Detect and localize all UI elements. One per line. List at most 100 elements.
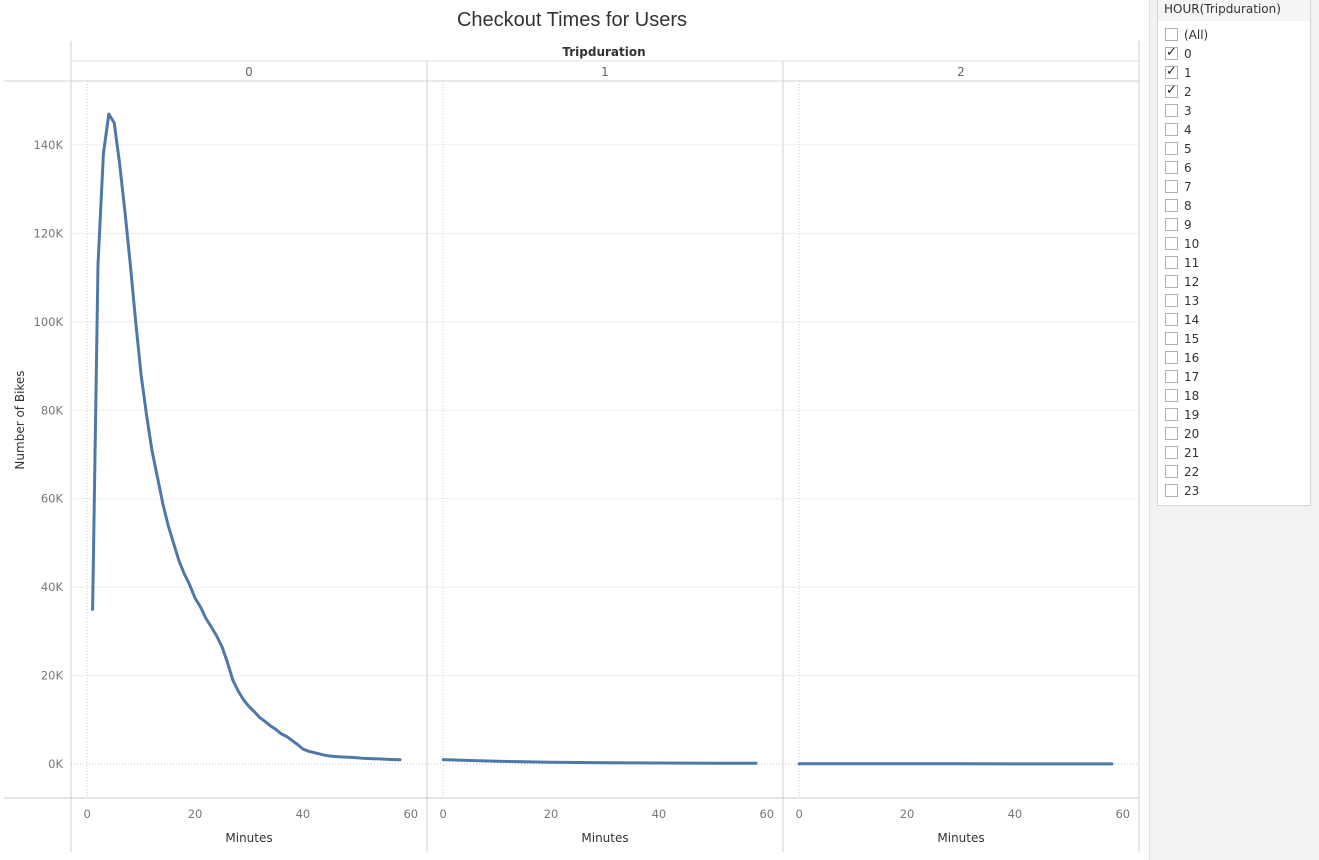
- filter-item[interactable]: 21: [1158, 443, 1310, 462]
- checkbox[interactable]: [1165, 104, 1178, 117]
- filter-list: (All)01234567891011121314151617181920212…: [1158, 25, 1310, 500]
- y-tick-label: 140K: [34, 138, 64, 152]
- filter-item-label: 5: [1184, 141, 1192, 156]
- gridlines: [71, 144, 1139, 765]
- checkbox[interactable]: [1165, 370, 1178, 383]
- filter-item-label: 9: [1184, 217, 1192, 232]
- x-axis-title: Minutes: [581, 831, 628, 845]
- filter-item[interactable]: 9: [1158, 215, 1310, 234]
- checkbox[interactable]: [1165, 465, 1178, 478]
- y-axis-title: Number of Bikes: [13, 370, 27, 469]
- filter-item[interactable]: 14: [1158, 310, 1310, 329]
- filter-item[interactable]: 4: [1158, 120, 1310, 139]
- filter-item[interactable]: 15: [1158, 329, 1310, 348]
- filter-item-label: 18: [1184, 388, 1200, 403]
- filter-item[interactable]: 8: [1158, 196, 1310, 215]
- filter-item-label: 11: [1184, 255, 1200, 270]
- filter-item-label: 19: [1184, 407, 1200, 422]
- checkbox[interactable]: [1165, 237, 1178, 250]
- filter-item[interactable]: 18: [1158, 386, 1310, 405]
- hour-filter: HOUR(Tripduration) (All)0123456789101112…: [1157, 0, 1311, 506]
- y-tick-label: 20K: [41, 669, 64, 683]
- panel-header-label: 0: [245, 65, 253, 79]
- checkbox[interactable]: [1165, 161, 1178, 174]
- filter-item[interactable]: 11: [1158, 253, 1310, 272]
- filter-item-label: 8: [1184, 198, 1192, 213]
- line-chart: Checkout Times for Users Tripduration Nu…: [4, 9, 1140, 852]
- filter-item-label: 2: [1184, 84, 1192, 99]
- filter-item[interactable]: 1: [1158, 63, 1310, 82]
- checkbox[interactable]: [1165, 484, 1178, 497]
- checkbox[interactable]: [1165, 28, 1178, 41]
- checkbox[interactable]: [1165, 64, 1178, 79]
- checkbox[interactable]: [1165, 332, 1178, 345]
- x-tick-label: 20: [188, 807, 203, 821]
- filter-item-label: 20: [1184, 426, 1200, 441]
- checkbox[interactable]: [1165, 123, 1178, 136]
- filter-item-label: 16: [1184, 350, 1200, 365]
- filter-item[interactable]: 13: [1158, 291, 1310, 310]
- panel-1: 1 0 20 40 60 Minutes: [440, 65, 775, 845]
- filter-item[interactable]: 3: [1158, 101, 1310, 120]
- x-tick-label: 0: [84, 807, 91, 821]
- checkbox[interactable]: [1165, 446, 1178, 459]
- filter-item-label: 4: [1184, 122, 1192, 137]
- checkbox[interactable]: [1165, 142, 1178, 155]
- filter-item[interactable]: 7: [1158, 177, 1310, 196]
- checkbox[interactable]: [1165, 218, 1178, 231]
- filter-item[interactable]: 2: [1158, 82, 1310, 101]
- y-tick-label: 100K: [34, 315, 64, 329]
- filter-item[interactable]: 20: [1158, 424, 1310, 443]
- filter-item[interactable]: 10: [1158, 234, 1310, 253]
- checkbox[interactable]: [1165, 294, 1178, 307]
- checkbox[interactable]: [1165, 408, 1178, 421]
- filter-item-label: 3: [1184, 103, 1192, 118]
- filter-item-label: (All): [1184, 27, 1209, 42]
- x-tick-label: 0: [440, 807, 447, 821]
- checkbox[interactable]: [1165, 256, 1178, 269]
- y-tick-label: 80K: [41, 403, 64, 417]
- filter-item[interactable]: 0: [1158, 44, 1310, 63]
- x-tick-label: 40: [296, 807, 311, 821]
- checkbox[interactable]: [1165, 351, 1178, 364]
- filter-item[interactable]: 5: [1158, 139, 1310, 158]
- filter-item-label: 1: [1184, 65, 1192, 80]
- checkbox[interactable]: [1165, 313, 1178, 326]
- filter-item-label: 21: [1184, 445, 1200, 460]
- x-tick-label: 40: [652, 807, 667, 821]
- checkbox[interactable]: [1165, 389, 1178, 402]
- filter-item-label: 6: [1184, 160, 1192, 175]
- series-line-1[interactable]: [441, 758, 758, 765]
- filter-item-label: 22: [1184, 464, 1200, 479]
- filter-item-label: 0: [1184, 46, 1192, 61]
- y-tick-label: 40K: [41, 580, 64, 594]
- filter-item-label: 7: [1184, 179, 1192, 194]
- checkbox[interactable]: [1165, 180, 1178, 193]
- filter-item[interactable]: 12: [1158, 272, 1310, 291]
- filter-item[interactable]: 23: [1158, 481, 1310, 500]
- checkbox[interactable]: [1165, 45, 1178, 60]
- checkbox[interactable]: [1165, 199, 1178, 212]
- chart-frame: [4, 41, 1140, 852]
- y-tick-label: 60K: [41, 492, 64, 506]
- filter-item[interactable]: 19: [1158, 405, 1310, 424]
- panel-header-label: 2: [957, 65, 965, 79]
- filter-item[interactable]: 16: [1158, 348, 1310, 367]
- checkbox[interactable]: [1165, 427, 1178, 440]
- filter-title: HOUR(Tripduration): [1158, 0, 1310, 21]
- filter-item-label: 13: [1184, 293, 1200, 308]
- filter-item[interactable]: 22: [1158, 462, 1310, 481]
- y-axis-ticks: 0K 20K 40K 60K 80K 100K 120K 140K: [34, 138, 64, 771]
- x-tick-label: 60: [759, 807, 774, 821]
- checkbox[interactable]: [1165, 275, 1178, 288]
- series-line-0[interactable]: [91, 112, 402, 762]
- x-axis-title: Minutes: [225, 831, 272, 845]
- checkbox[interactable]: [1165, 83, 1178, 98]
- x-tick-label: 20: [900, 807, 915, 821]
- filter-item[interactable]: 17: [1158, 367, 1310, 386]
- filter-item-label: 15: [1184, 331, 1200, 346]
- filter-item[interactable]: 6: [1158, 158, 1310, 177]
- filter-item[interactable]: (All): [1158, 25, 1310, 44]
